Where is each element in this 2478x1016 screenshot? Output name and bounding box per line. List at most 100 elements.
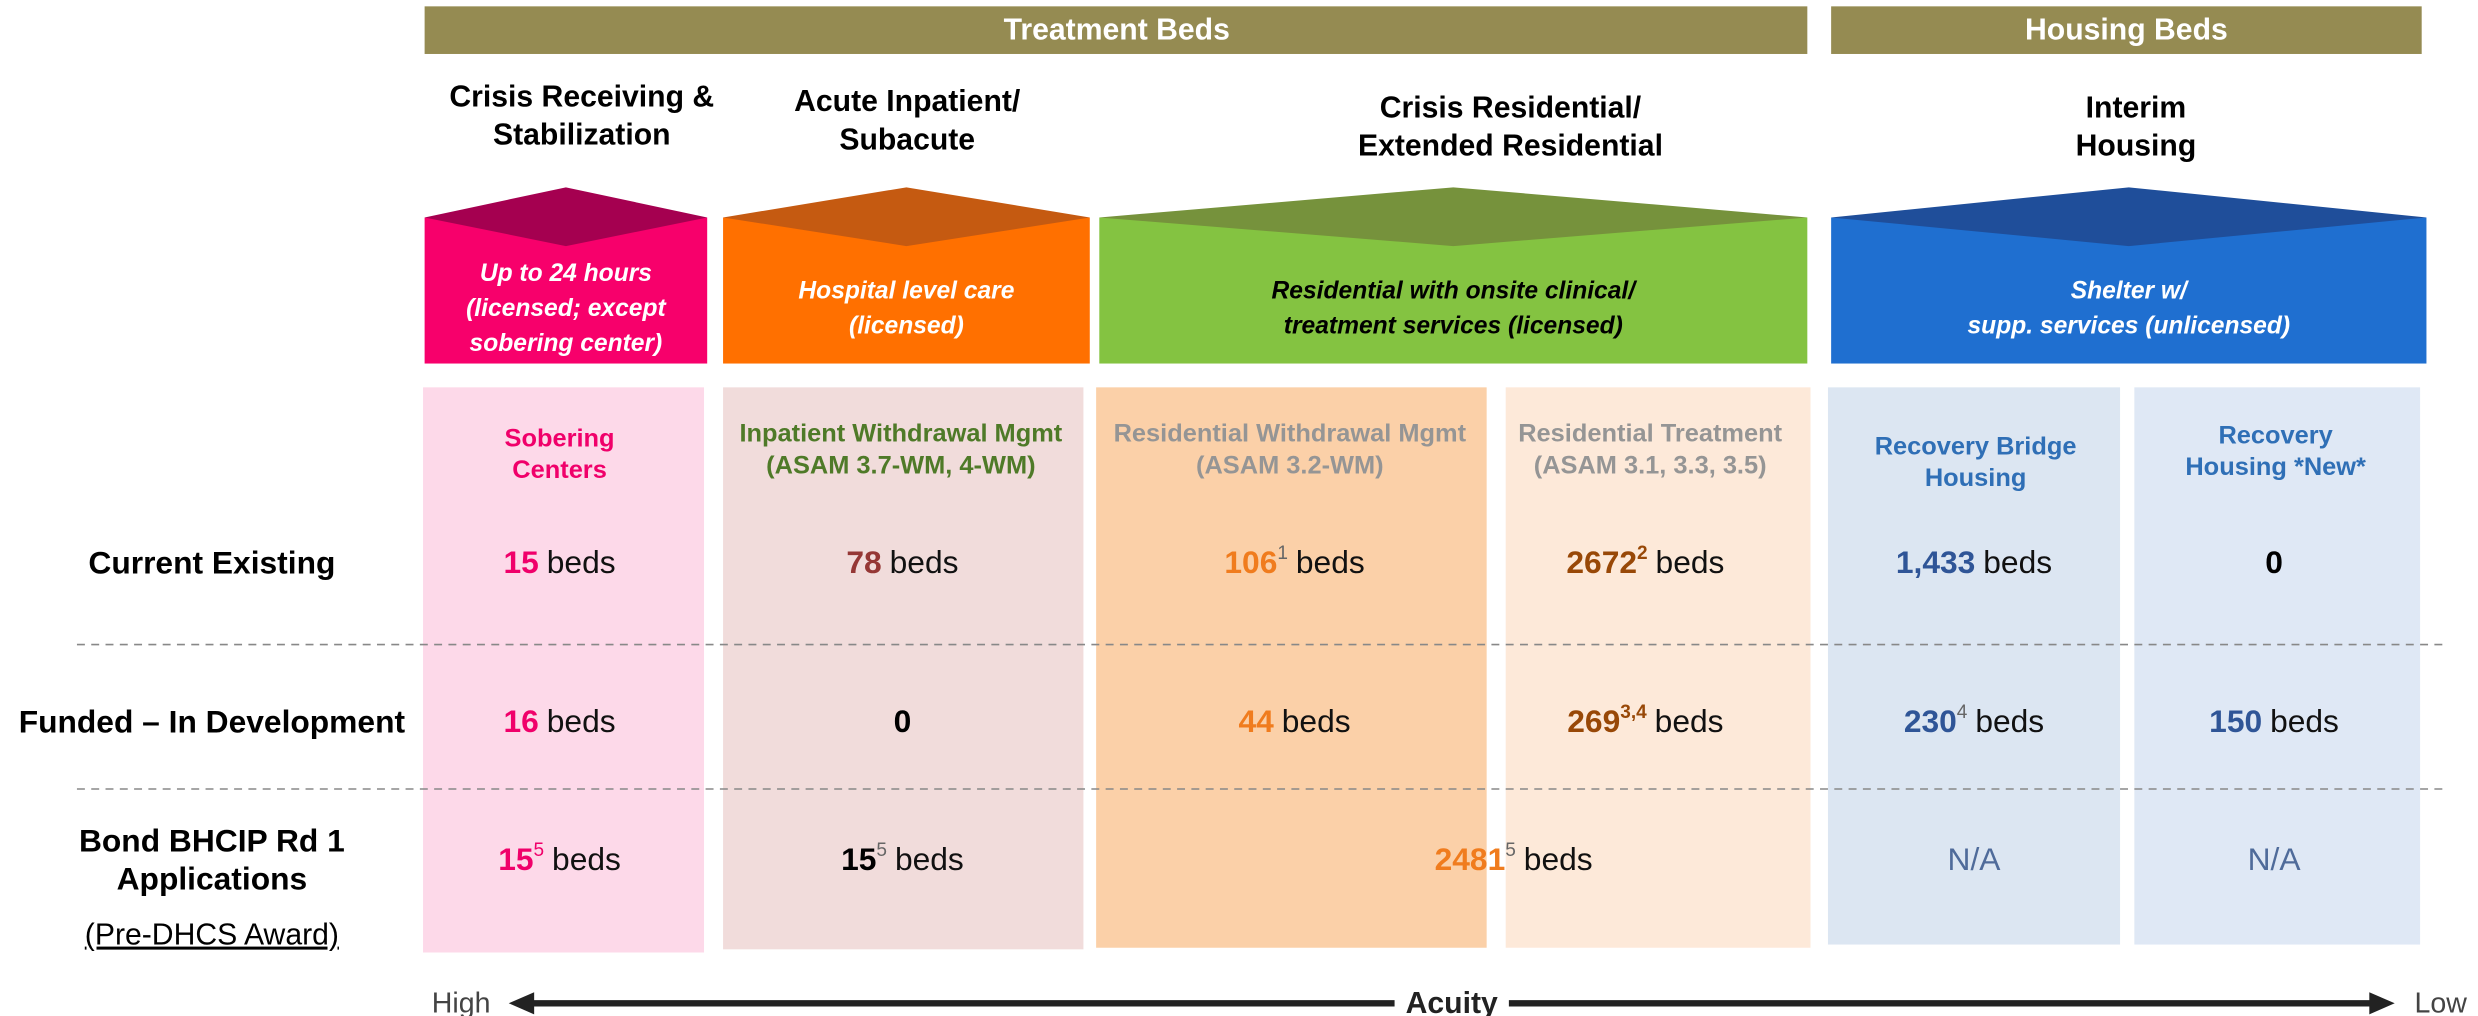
cell: 2693,4 beds <box>1567 702 1723 739</box>
cell: 155 beds <box>498 840 621 877</box>
level-description: sobering center) <box>470 330 663 357</box>
service-title: Centers <box>512 456 607 484</box>
level-title: Crisis Receiving & <box>449 80 714 113</box>
cell-unit: beds <box>1983 545 2052 581</box>
level-cap <box>1831 187 2427 247</box>
cell-value: 106 <box>1224 545 1277 581</box>
level-title: Crisis Residential/ <box>1380 92 1642 125</box>
cell-unit: beds <box>552 841 621 877</box>
cell: 16 beds <box>503 703 615 739</box>
level-title: Interim <box>2086 92 2187 125</box>
level-description: Shelter w/ <box>2071 278 2189 305</box>
cell-value: 269 <box>1567 703 1620 739</box>
axis-left: High <box>432 987 491 1016</box>
level-description: Hospital level care <box>798 278 1014 305</box>
level-description: Residential with onsite clinical/ <box>1272 278 1638 305</box>
cell-unit: beds <box>2270 703 2339 739</box>
cell-unit: beds <box>1282 703 1351 739</box>
column-bg <box>2134 387 2421 945</box>
column-bg <box>723 387 1084 950</box>
level-cap <box>1099 187 1808 247</box>
row-label: Funded – In Development <box>19 703 406 739</box>
service-title: Residential Withdrawal Mgmt <box>1114 420 1467 448</box>
group-title: Treatment Beds <box>1004 14 1230 47</box>
level-cap <box>723 187 1090 247</box>
cell-value: 0 <box>894 703 912 739</box>
row-sublabel: (Pre-DHCS Award) <box>85 919 339 952</box>
row-label: Applications <box>117 860 308 896</box>
column-bg <box>1505 387 1811 948</box>
service-title: Residential Treatment <box>1518 420 1782 448</box>
service-title: (ASAM 3.1, 3.3, 3.5) <box>1534 451 1767 479</box>
cell: N/A <box>1948 841 2002 877</box>
cell: 1,433 beds <box>1896 545 2052 581</box>
cell-value: 150 <box>2209 703 2262 739</box>
service-title: (ASAM 3.7-WM, 4-WM) <box>766 451 1035 479</box>
cell: 44 beds <box>1239 703 1351 739</box>
row-label: Bond BHCIP Rd 1 <box>79 822 345 858</box>
level-title: Acute Inpatient/ <box>794 85 1021 118</box>
cell: 78 beds <box>846 545 958 581</box>
cell-unit: beds <box>1655 703 1724 739</box>
cell-unit: beds <box>1296 545 1365 581</box>
cell-unit: beds <box>1975 703 2044 739</box>
cell: 15 beds <box>503 545 615 581</box>
cell-value: 15 <box>498 841 533 877</box>
service-title: Recovery Bridge <box>1875 432 2077 460</box>
cell-unit: beds <box>547 703 616 739</box>
cell: 26722 beds <box>1566 543 1724 580</box>
level-title: Housing <box>2076 130 2197 163</box>
axis-title: Acuity <box>1406 987 1498 1016</box>
cell-value: 0 <box>2265 545 2283 581</box>
column-bg <box>423 387 705 953</box>
group-bar <box>1831 6 2422 54</box>
cell-value: N/A <box>1948 841 2002 877</box>
group-title: Housing Beds <box>2025 14 2228 47</box>
cell-value: N/A <box>2248 841 2302 877</box>
cell-value: 44 <box>1239 703 1275 739</box>
service-title: Recovery <box>2218 421 2332 449</box>
cell-note: 5 <box>1505 840 1516 861</box>
cell-value: 78 <box>846 545 881 581</box>
cell-unit: beds <box>895 841 964 877</box>
row-label: Current Existing <box>88 545 335 581</box>
cell: 24815 beds <box>1435 840 1593 877</box>
cell: 2304 beds <box>1904 702 2044 739</box>
cell-value: 230 <box>1904 703 1957 739</box>
cell: N/A <box>2248 841 2302 877</box>
cell-note: 3,4 <box>1620 702 1647 723</box>
cell-value: 1,433 <box>1896 545 1975 581</box>
cell: 150 beds <box>2209 703 2339 739</box>
cell-unit: beds <box>890 545 959 581</box>
cell-value: 15 <box>841 841 876 877</box>
service-title: Sobering <box>505 424 615 452</box>
level-description: treatment services (licensed) <box>1284 313 1623 340</box>
cell-note: 2 <box>1637 543 1648 564</box>
level-description: Up to 24 hours <box>480 260 652 287</box>
cell-unit: beds <box>1524 841 1593 877</box>
level-title: Extended Residential <box>1358 130 1663 163</box>
cell-value: 15 <box>503 545 538 581</box>
cell-value: 2672 <box>1566 545 1637 581</box>
level-description: supp. services (unlicensed) <box>1968 313 2291 340</box>
service-title: Housing <box>1925 464 2027 492</box>
cell-value: 2481 <box>1435 841 1506 877</box>
level-cap <box>424 187 708 247</box>
cell-unit: beds <box>1656 545 1725 581</box>
cell-unit: beds <box>547 545 616 581</box>
service-title: Inpatient Withdrawal Mgmt <box>739 420 1062 448</box>
axis-right: Low <box>2415 987 2468 1016</box>
cell-value: 16 <box>503 703 538 739</box>
level-description: (licensed) <box>849 313 964 340</box>
arrow-head <box>508 992 535 1015</box>
cell: 1061 beds <box>1224 543 1364 580</box>
group-bar <box>424 6 1808 54</box>
service-title: (ASAM 3.2-WM) <box>1196 451 1384 479</box>
arrow-head <box>2369 992 2395 1015</box>
cell-note: 5 <box>534 840 545 861</box>
service-title: Housing *New* <box>2185 453 2366 481</box>
column-bg <box>1096 387 1487 948</box>
cell: 0 <box>2265 545 2283 581</box>
column-bg <box>1827 387 2121 945</box>
